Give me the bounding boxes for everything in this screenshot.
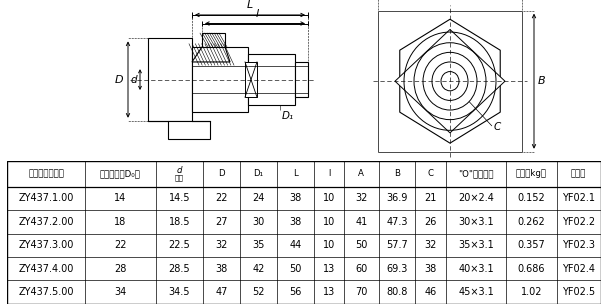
Text: 24: 24 [252, 193, 264, 203]
Text: 14.5: 14.5 [168, 193, 190, 203]
Bar [245, 62, 257, 97]
Text: 22: 22 [114, 240, 126, 250]
Text: ZY437.1.00: ZY437.1.00 [18, 193, 74, 203]
Text: 56: 56 [289, 287, 302, 297]
Polygon shape [192, 47, 230, 62]
Text: 10: 10 [323, 217, 335, 227]
Text: 45×3.1: 45×3.1 [458, 287, 494, 297]
Text: 管子外径（D₀）: 管子外径（D₀） [100, 169, 141, 178]
Text: 重量（kg）: 重量（kg） [516, 169, 547, 178]
Bar [248, 54, 295, 105]
Text: 34: 34 [114, 287, 126, 297]
Text: ZY437.3.00: ZY437.3.00 [18, 240, 74, 250]
Text: 70: 70 [355, 287, 368, 297]
Text: "O"型密封圈: "O"型密封圈 [458, 169, 494, 178]
Text: 0.152: 0.152 [517, 193, 545, 203]
Text: 38: 38 [289, 217, 302, 227]
Text: 1.02: 1.02 [520, 287, 542, 297]
Text: C: C [427, 169, 434, 178]
Text: 32: 32 [424, 240, 437, 250]
Text: 18: 18 [114, 217, 126, 227]
Text: 52: 52 [252, 287, 264, 297]
Text: 公称: 公称 [175, 175, 184, 181]
Text: 28.5: 28.5 [168, 264, 190, 274]
Text: l: l [255, 9, 258, 19]
Text: 38: 38 [289, 193, 302, 203]
Text: 13: 13 [323, 264, 335, 274]
Text: 22: 22 [215, 193, 228, 203]
Text: 40×3.1: 40×3.1 [458, 264, 494, 274]
Text: YF02.1: YF02.1 [562, 193, 595, 203]
Text: 27: 27 [215, 217, 228, 227]
Text: B: B [394, 169, 400, 178]
Text: 44: 44 [289, 240, 302, 250]
Text: 30×3.1: 30×3.1 [458, 217, 494, 227]
Text: 80.8: 80.8 [386, 287, 407, 297]
Text: D₁: D₁ [282, 111, 294, 121]
Text: 26: 26 [424, 217, 437, 227]
Text: B: B [538, 76, 545, 86]
Text: D: D [114, 75, 123, 85]
Text: 69.3: 69.3 [386, 264, 407, 274]
Text: D₁: D₁ [254, 169, 263, 178]
Text: 32: 32 [355, 193, 368, 203]
Text: 30: 30 [252, 217, 264, 227]
Text: ZY437.2.00: ZY437.2.00 [18, 217, 74, 227]
Text: l: l [328, 169, 330, 178]
Text: L: L [247, 0, 253, 10]
Text: 22.5: 22.5 [168, 240, 190, 250]
Text: 对应号: 对应号 [571, 169, 586, 178]
Text: 代号（订货号）: 代号（订货号） [28, 169, 64, 178]
Text: L: L [293, 169, 298, 178]
Text: C: C [494, 122, 501, 132]
Text: 50: 50 [289, 264, 302, 274]
Text: 10: 10 [323, 240, 335, 250]
Text: 47: 47 [215, 287, 228, 297]
Text: ZY437.5.00: ZY437.5.00 [18, 287, 74, 297]
Text: 32: 32 [215, 240, 228, 250]
Text: 35×3.1: 35×3.1 [458, 240, 494, 250]
Bar [295, 62, 308, 97]
Polygon shape [400, 19, 500, 143]
Text: 38: 38 [215, 264, 228, 274]
Text: 0.357: 0.357 [517, 240, 545, 250]
Text: 21: 21 [424, 193, 437, 203]
Text: 13: 13 [323, 287, 335, 297]
Text: YF02.2: YF02.2 [562, 217, 595, 227]
Text: 10: 10 [323, 193, 335, 203]
Text: d: d [130, 75, 137, 85]
Bar [168, 121, 210, 139]
Text: 38: 38 [424, 264, 437, 274]
Text: ZY437.4.00: ZY437.4.00 [18, 264, 74, 274]
Text: YF02.3: YF02.3 [562, 240, 595, 250]
Text: 0.686: 0.686 [518, 264, 545, 274]
Text: A: A [359, 169, 364, 178]
Text: 28: 28 [114, 264, 126, 274]
Text: 60: 60 [355, 264, 367, 274]
Text: 47.3: 47.3 [386, 217, 408, 227]
Polygon shape [395, 29, 505, 133]
Text: 36.9: 36.9 [386, 193, 407, 203]
Bar [192, 47, 248, 112]
Text: 42: 42 [252, 264, 264, 274]
Text: 20×2.4: 20×2.4 [458, 193, 494, 203]
Text: 41: 41 [355, 217, 367, 227]
Text: YF02.5: YF02.5 [562, 287, 595, 297]
Text: 14: 14 [114, 193, 126, 203]
Text: 50: 50 [355, 240, 368, 250]
Text: 46: 46 [424, 287, 437, 297]
Text: D: D [218, 169, 225, 178]
Bar [202, 33, 225, 47]
Text: 18.5: 18.5 [168, 217, 190, 227]
Text: 0.262: 0.262 [517, 217, 545, 227]
Bar [148, 38, 192, 121]
Text: 57.7: 57.7 [386, 240, 408, 250]
Text: YF02.4: YF02.4 [562, 264, 595, 274]
Text: d: d [177, 166, 182, 175]
Text: 34.5: 34.5 [168, 287, 190, 297]
Text: 35: 35 [252, 240, 264, 250]
